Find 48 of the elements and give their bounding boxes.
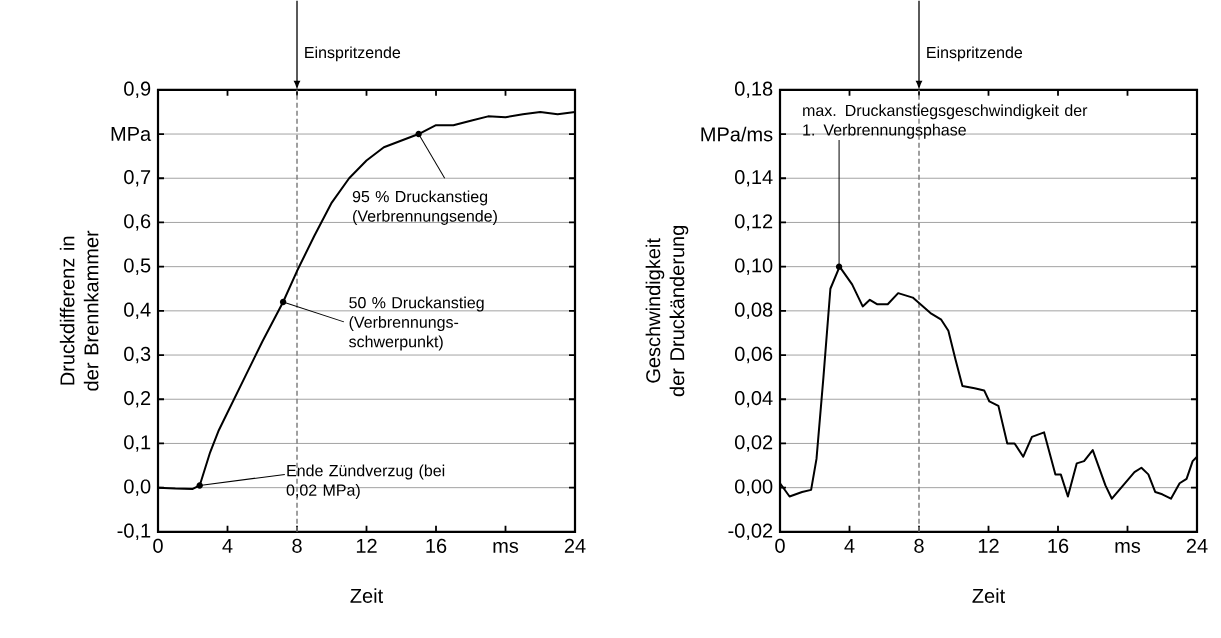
x-tick-label: 16 — [1048, 538, 1069, 553]
y-axis-title: Druckdifferenz in der Brennkammer — [59, 230, 99, 391]
x-tick-label: 8 — [914, 538, 924, 553]
x-tick-label: 12 — [356, 538, 377, 553]
ref-line-label: Einspritzende — [305, 46, 401, 62]
annotation: 50 % Druckanstieg (Verbrennungs-schwerpunkt) — [349, 296, 484, 351]
x-tick-label: 0 — [153, 538, 163, 553]
x-tick-label: ms — [1115, 542, 1141, 553]
y-tick-label: 0,04 — [735, 391, 773, 408]
y-tick-label: 0,9 — [124, 81, 151, 99]
x-axis-title: Zeit — [350, 588, 384, 603]
y-tick-label: -0,1 — [117, 523, 151, 541]
y-tick-label: 0,14 — [735, 170, 773, 187]
y-tick-label: 0,02 — [735, 435, 773, 452]
y-tick-label: 0,18 — [735, 81, 773, 99]
y-axis-title: Geschwindigkeit der Druckänderung — [645, 226, 689, 397]
y-tick-label: 0,6 — [124, 214, 151, 231]
y-tick-label: 0,06 — [735, 346, 773, 364]
y-tick-label: MPa/ms — [701, 126, 773, 142]
annotation: Ende Zündverzug (bei 0,02 MPa) — [286, 464, 445, 500]
y-tick-label: 0,7 — [124, 170, 151, 187]
y-tick-label: 0,3 — [124, 346, 151, 364]
y-tick-label: MPa — [111, 127, 152, 142]
x-tick-label: 0 — [775, 538, 785, 553]
y-tick-label: 0,00 — [735, 479, 773, 496]
x-tick-label: 16 — [426, 538, 447, 553]
point — [196, 482, 203, 489]
x-tick-label: 4 — [222, 539, 233, 553]
point — [279, 298, 287, 306]
y-tick-label: 0,2 — [124, 391, 151, 408]
y-tick-label: -0,02 — [728, 523, 773, 541]
y-tick-label: 0,10 — [735, 258, 773, 275]
y-tick-label: 0,0 — [124, 479, 151, 496]
y-tick-label: 0,08 — [735, 302, 773, 320]
ref-line-label: Einspritzende — [927, 46, 1023, 62]
x-tick-label: 8 — [292, 538, 302, 553]
x-axis-title: Zeit — [972, 588, 1006, 603]
x-tick-label: ms — [493, 542, 519, 553]
y-tick-label: 0,4 — [124, 302, 151, 320]
x-tick-label: 24 — [1186, 538, 1208, 553]
annotation: 95 % Druckanstieg (Verbrennungsende) — [352, 190, 497, 225]
y-tick-label: 0,1 — [124, 435, 151, 452]
y-tick-label: 0,12 — [735, 214, 773, 231]
x-tick-label: 24 — [564, 538, 586, 553]
annotation: max. Druckanstiegsgeschwindigkeit der 1. Verbrennungsphase — [803, 104, 1088, 139]
x-tick-label: 12 — [978, 538, 999, 553]
y-tick-label: 0,5 — [124, 258, 151, 275]
x-tick-label: 4 — [844, 539, 855, 553]
